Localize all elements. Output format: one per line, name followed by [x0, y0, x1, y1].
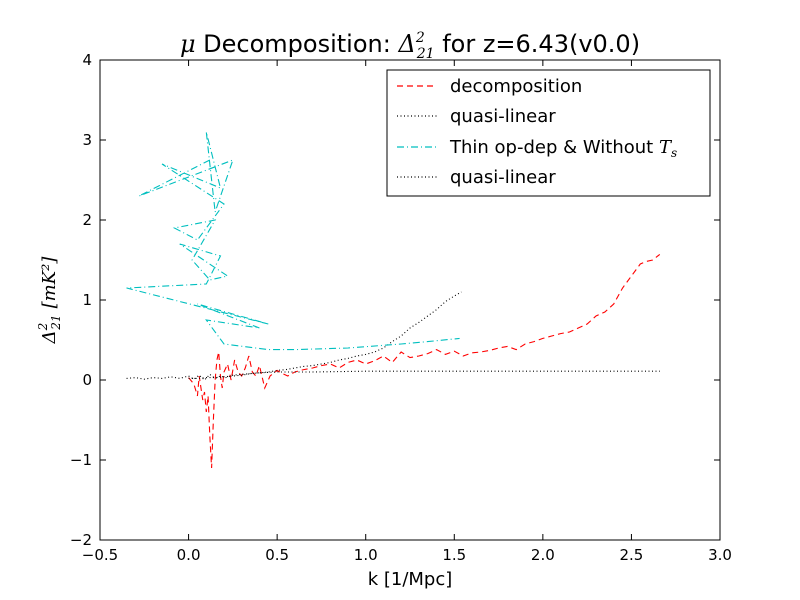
y-tick-label: −2	[70, 531, 92, 549]
y-tick-label: 4	[82, 51, 92, 69]
ylabel-delta: Δ	[39, 330, 60, 344]
x-tick-label: −0.5	[82, 546, 118, 564]
legend: decomposition quasi-linear Thin op-dep &…	[386, 69, 711, 197]
y-tick-label: 0	[82, 371, 92, 389]
axis-ticks: −0.5 0.0 0.5 1.0 1.5 2.0 2.5 3.0 −2 −1 0 1 2 3 4	[70, 51, 732, 564]
title-delta-sup: 2	[415, 30, 425, 46]
y-tick-label: 3	[82, 131, 92, 149]
legend-box	[386, 69, 711, 197]
y-tick-label: 2	[82, 211, 92, 229]
y-tick-label: −1	[70, 451, 92, 469]
legend-label-quasi-linear-1: quasi-linear	[450, 106, 556, 127]
series-line-0	[188, 253, 661, 469]
x-tick-label: 3.0	[708, 546, 732, 564]
x-tick-label: 0.0	[177, 546, 201, 564]
series-line-1	[188, 291, 462, 379]
legend-label-quasi-linear-2: quasi-linear	[450, 167, 556, 188]
series-layer	[126, 131, 661, 469]
ylabel-units: [mK²]	[39, 256, 60, 309]
ylabel-sub: 21	[49, 314, 63, 330]
x-tick-label: 0.5	[265, 546, 289, 564]
title-delta-sub: 21	[416, 46, 435, 62]
ylabel-sup: 2	[36, 323, 50, 332]
x-tick-label: 1.5	[442, 546, 466, 564]
x-tick-label: 2.5	[619, 546, 643, 564]
x-axis-label: k [1/Mpc]	[368, 569, 453, 590]
y-tick-label: 1	[82, 291, 92, 309]
legend-thin-sub: s	[671, 146, 677, 160]
title-mu: μ	[180, 30, 196, 58]
title-middle: Decomposition:	[196, 30, 399, 58]
title-delta: Δ	[397, 30, 415, 58]
y-axis-label: Δ221 [mK²]	[36, 256, 63, 345]
legend-label-thin-op-dep: Thin op-dep & Without Ts	[449, 137, 677, 160]
legend-thin-main: Thin op-dep & Without	[449, 137, 659, 158]
x-tick-label: 2.0	[531, 546, 555, 564]
title-suffix: for z=6.43(v0.0)	[435, 30, 641, 58]
legend-label-decomposition: decomposition	[450, 76, 582, 97]
x-tick-label: 1.0	[354, 546, 378, 564]
chart-title: μ Decomposition: Δ2 21 for z=6.43(v0.0)	[180, 30, 640, 62]
legend-thin-math: T	[659, 137, 673, 158]
